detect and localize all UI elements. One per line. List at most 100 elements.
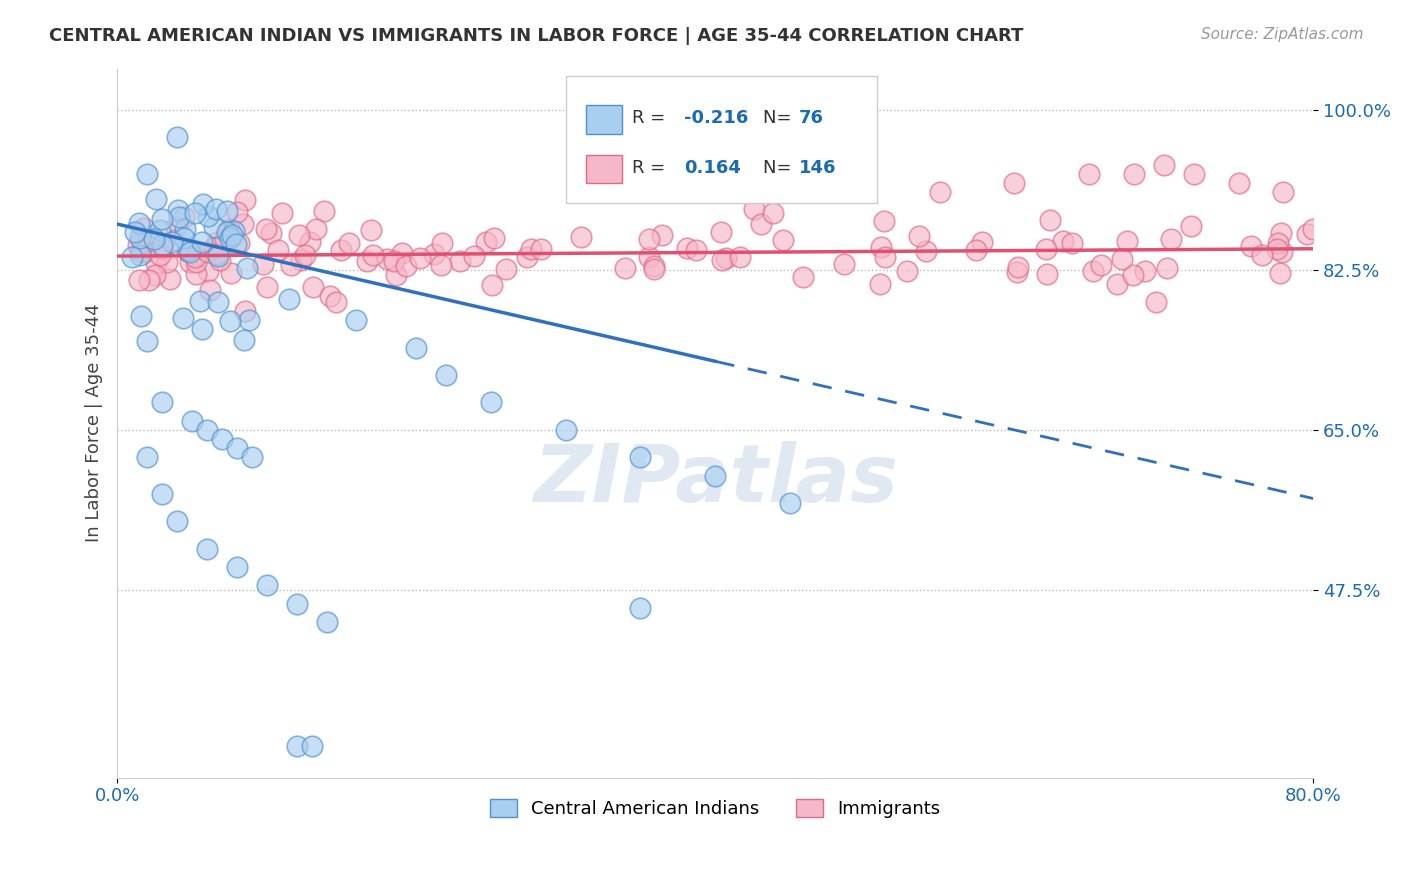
- Point: [1133, 263, 1156, 277]
- Point: [1002, 176, 1025, 190]
- Point: [198, 283, 221, 297]
- Point: [1267, 235, 1289, 250]
- Point: [1090, 258, 1112, 272]
- Point: [278, 292, 301, 306]
- Point: [132, 245, 155, 260]
- Point: [197, 209, 219, 223]
- Point: [190, 322, 212, 336]
- Point: [530, 242, 553, 256]
- Point: [779, 496, 801, 510]
- Point: [149, 223, 172, 237]
- Point: [124, 225, 146, 239]
- Point: [1052, 234, 1074, 248]
- Point: [1144, 294, 1167, 309]
- Point: [256, 578, 278, 592]
- Y-axis label: In Labor Force | Age 35-44: In Labor Force | Age 35-44: [86, 304, 103, 542]
- Point: [1122, 167, 1144, 181]
- Point: [1160, 232, 1182, 246]
- Point: [207, 249, 229, 263]
- Point: [221, 227, 243, 242]
- Point: [150, 487, 173, 501]
- Point: [432, 235, 454, 250]
- Point: [166, 130, 188, 145]
- Point: [179, 245, 201, 260]
- Point: [305, 222, 328, 236]
- Point: [742, 202, 765, 216]
- Point: [330, 244, 353, 258]
- Point: [225, 441, 247, 455]
- Text: N=: N=: [763, 109, 797, 128]
- Point: [630, 601, 652, 615]
- Point: [1227, 176, 1250, 190]
- Point: [233, 334, 256, 348]
- Point: [382, 253, 405, 268]
- Point: [176, 244, 198, 258]
- Point: [1115, 234, 1137, 248]
- Point: [217, 225, 239, 239]
- Point: [1005, 264, 1028, 278]
- Point: [173, 222, 195, 236]
- Point: [449, 253, 471, 268]
- Point: [1007, 260, 1029, 274]
- Point: [643, 259, 665, 273]
- Point: [233, 304, 256, 318]
- Point: [643, 262, 665, 277]
- Point: [193, 197, 215, 211]
- Point: [177, 244, 200, 258]
- Point: [434, 368, 457, 382]
- Point: [294, 248, 316, 262]
- Point: [240, 450, 263, 465]
- Point: [128, 231, 150, 245]
- Point: [430, 258, 453, 272]
- Point: [422, 246, 444, 260]
- Point: [207, 294, 229, 309]
- Point: [143, 232, 166, 246]
- Point: [136, 167, 159, 181]
- Point: [1105, 277, 1128, 291]
- Point: [405, 341, 427, 355]
- Point: [395, 259, 418, 273]
- Point: [128, 216, 150, 230]
- Point: [630, 450, 652, 465]
- Point: [325, 294, 347, 309]
- Point: [150, 241, 173, 255]
- Point: [1240, 238, 1263, 252]
- Point: [225, 560, 247, 574]
- Point: [1111, 252, 1133, 266]
- Point: [217, 204, 239, 219]
- Point: [202, 241, 225, 255]
- Point: [1078, 167, 1101, 181]
- Point: [260, 227, 283, 241]
- Point: [271, 205, 294, 219]
- Point: [772, 233, 794, 247]
- Point: [1081, 264, 1104, 278]
- Point: [218, 222, 240, 236]
- Point: [301, 739, 323, 753]
- Point: [637, 232, 659, 246]
- Point: [714, 251, 737, 265]
- Point: [908, 229, 931, 244]
- Point: [710, 225, 733, 239]
- Point: [285, 739, 308, 753]
- Point: [965, 243, 987, 257]
- Point: [191, 235, 214, 249]
- Point: [1039, 213, 1062, 227]
- Point: [344, 313, 367, 327]
- Point: [129, 248, 152, 262]
- Point: [145, 256, 167, 270]
- Point: [224, 224, 246, 238]
- Text: R =: R =: [631, 109, 671, 128]
- Point: [1270, 266, 1292, 280]
- Point: [1122, 268, 1144, 282]
- Point: [150, 212, 173, 227]
- Point: [138, 273, 160, 287]
- Point: [169, 210, 191, 224]
- Point: [184, 254, 207, 268]
- Point: [1035, 243, 1057, 257]
- Point: [197, 244, 219, 259]
- Point: [1062, 236, 1084, 251]
- Point: [138, 235, 160, 250]
- Point: [167, 203, 190, 218]
- Point: [254, 222, 277, 236]
- Point: [202, 219, 225, 234]
